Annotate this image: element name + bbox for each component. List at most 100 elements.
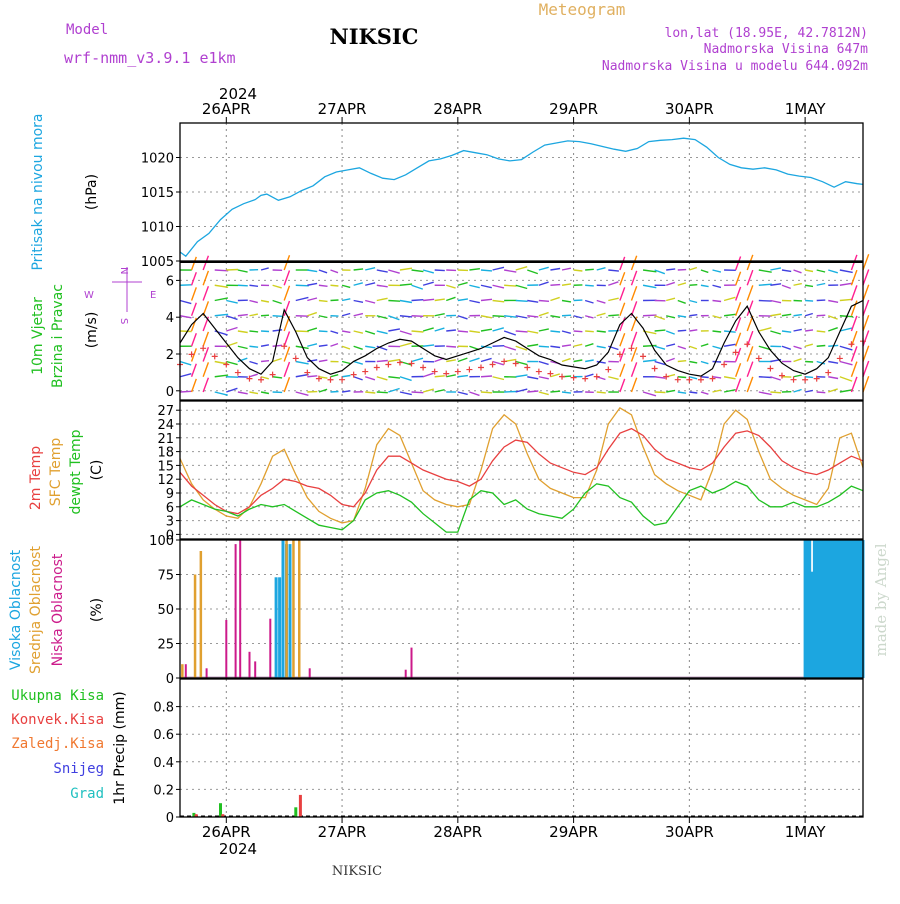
wind-arrow: [562, 345, 571, 346]
wind-arrow: [284, 271, 289, 286]
wind-arrow: [713, 346, 721, 348]
wind-arrow: [759, 377, 772, 378]
wind-gust-marker: [385, 361, 391, 367]
ytick-label-2: 4: [166, 311, 174, 326]
wind-gust-marker: [362, 369, 368, 375]
wind-arrow: [527, 331, 538, 333]
wind-arrow: [249, 331, 258, 332]
wind-arrow: [585, 331, 594, 332]
wind-gust-marker: [235, 370, 241, 376]
wind-arrow: [608, 377, 618, 380]
wind-arrow: [400, 377, 412, 381]
wind-arrow: [770, 331, 780, 334]
panel-frame: [180, 401, 863, 539]
wind-arrow: [365, 301, 375, 304]
wind-arrow: [377, 392, 388, 393]
wind-arrow: [736, 333, 741, 346]
wind-arrow: [203, 286, 208, 300]
wind-arrow: [805, 301, 813, 302]
model-elevation-text: Nadmorska Visina u modelu 644.092m: [602, 59, 868, 74]
wind-arrow: [678, 301, 686, 304]
cloud-bar: [181, 664, 184, 678]
wind-arrow: [435, 270, 445, 271]
wind-arrow: [458, 283, 468, 286]
bottom-day-label: 28APR: [433, 823, 482, 841]
precip-legend-frz: Zaledj.Kisa: [11, 736, 104, 752]
wind-arrow: [423, 373, 433, 377]
wind-arrow: [342, 331, 350, 332]
wind-arrow: [469, 269, 479, 270]
wind-arrow: [562, 392, 571, 393]
wind-arrow: [759, 270, 772, 272]
wind-arrow: [238, 346, 248, 348]
wind-arrow: [330, 344, 338, 347]
wind-arrow: [307, 313, 316, 316]
wind-arrow: [689, 392, 697, 393]
wind-arrow: [238, 315, 248, 316]
pressure-label: Pritisak na nivou mora: [30, 113, 46, 270]
ytick-label-5: 15: [157, 459, 174, 474]
cloud-bar: [269, 619, 271, 678]
wind-gust-marker: [293, 355, 299, 361]
wind-arrow: [631, 286, 636, 300]
wind-arrow: [794, 359, 802, 362]
wind-arrow: [828, 377, 838, 379]
wind-arrow: [504, 285, 516, 286]
wind-gust-marker: [374, 365, 380, 371]
wind-arrow: [678, 377, 686, 378]
wind-arrow: [400, 331, 412, 335]
top-day-label: 28APR: [433, 100, 482, 118]
wind-arrow: [770, 301, 781, 303]
wind-arrow: [840, 362, 853, 365]
wind-arrow: [516, 375, 528, 377]
ytick-label-3: 0.6: [153, 728, 174, 743]
ytick-label-1: 0.2: [153, 783, 174, 798]
wind-arrow: [504, 346, 516, 350]
wind-arrow: [354, 301, 363, 303]
wind-arrow: [724, 314, 736, 315]
wind-arrow: [608, 282, 618, 285]
bottom-day-label: 1MAY: [785, 823, 827, 841]
wind-arrow: [435, 299, 445, 300]
wind-arrow: [261, 345, 269, 346]
wind-arrow: [550, 331, 560, 332]
wind-arrow: [851, 301, 856, 316]
cloud-bar: [405, 670, 407, 678]
wind-arrow: [319, 331, 328, 332]
wind-gust-marker: [200, 345, 206, 351]
wind-arrow: [527, 301, 538, 303]
wind-arrow: [423, 299, 434, 300]
wind-arrow: [585, 285, 594, 286]
wind-arrow: [330, 300, 338, 301]
cloud-unit: (%): [89, 598, 105, 622]
wind-arrow: [585, 344, 593, 347]
wind-gust-marker: [536, 369, 542, 375]
wind-arrow: [713, 285, 721, 287]
wind-arrow: [631, 378, 636, 392]
wind-arrow: [736, 257, 741, 271]
wind-arrow: [666, 298, 675, 300]
wind-arrow: [377, 285, 388, 287]
cloud-bar: [411, 648, 413, 678]
wind-arrow: [226, 388, 237, 392]
wind-arrow: [608, 298, 618, 300]
wind-arrow: [388, 301, 400, 302]
wind-arrow: [307, 328, 317, 331]
wind-arrow: [469, 285, 479, 287]
wind-arrow: [794, 284, 802, 286]
wind-arrow: [527, 377, 538, 379]
wind-arrow: [736, 348, 741, 362]
wind-arrow: [273, 345, 282, 346]
wind-arrow: [215, 270, 228, 271]
wind-arrow: [273, 377, 282, 378]
wind-arrow: [539, 267, 549, 270]
wind-arrow: [261, 331, 269, 332]
bottom-day-label: 27APR: [318, 823, 367, 841]
wind-arrow: [296, 392, 309, 395]
wind-arrow: [701, 392, 708, 394]
wind-arrow: [527, 391, 538, 392]
compass-e: E: [150, 290, 156, 301]
wind-arrow: [782, 331, 791, 332]
wind-gust-marker: [351, 372, 357, 378]
